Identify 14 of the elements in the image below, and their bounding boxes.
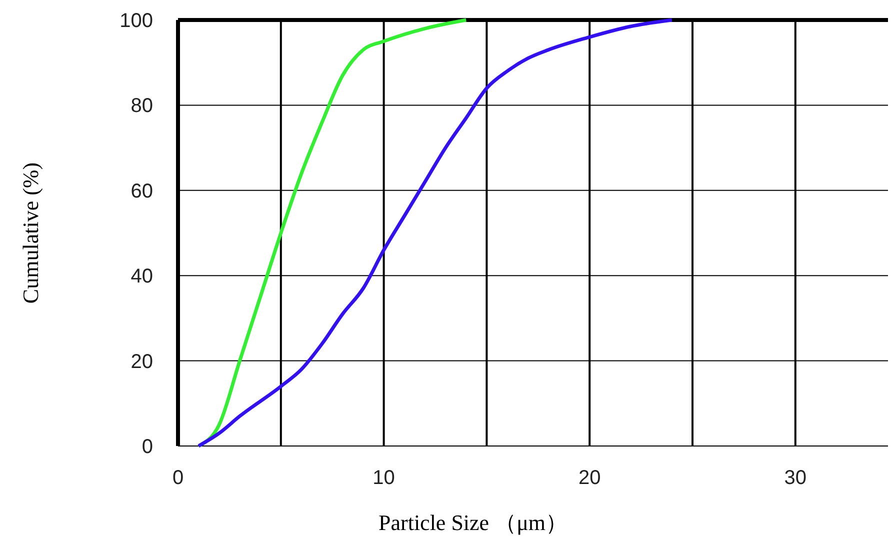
x-tick-label: 0 [172,467,184,489]
x-tick-label: 30 [784,467,807,489]
x-tick-label: 10 [372,467,395,489]
x-tick-label: 20 [578,467,601,489]
y-tick-label: 80 [130,95,153,118]
y-axis-title: Cumulative (%) [18,162,43,304]
y-tick-label: 40 [130,266,153,288]
y-tick-label: 100 [120,10,153,32]
line-series [196,18,674,448]
y-tick-label: 0 [142,436,153,458]
x-axis-title: Particle Size （μm） [378,510,568,535]
y-tick-label: 60 [130,180,153,202]
line-series [196,18,468,448]
y-tick-label: 20 [130,350,153,373]
